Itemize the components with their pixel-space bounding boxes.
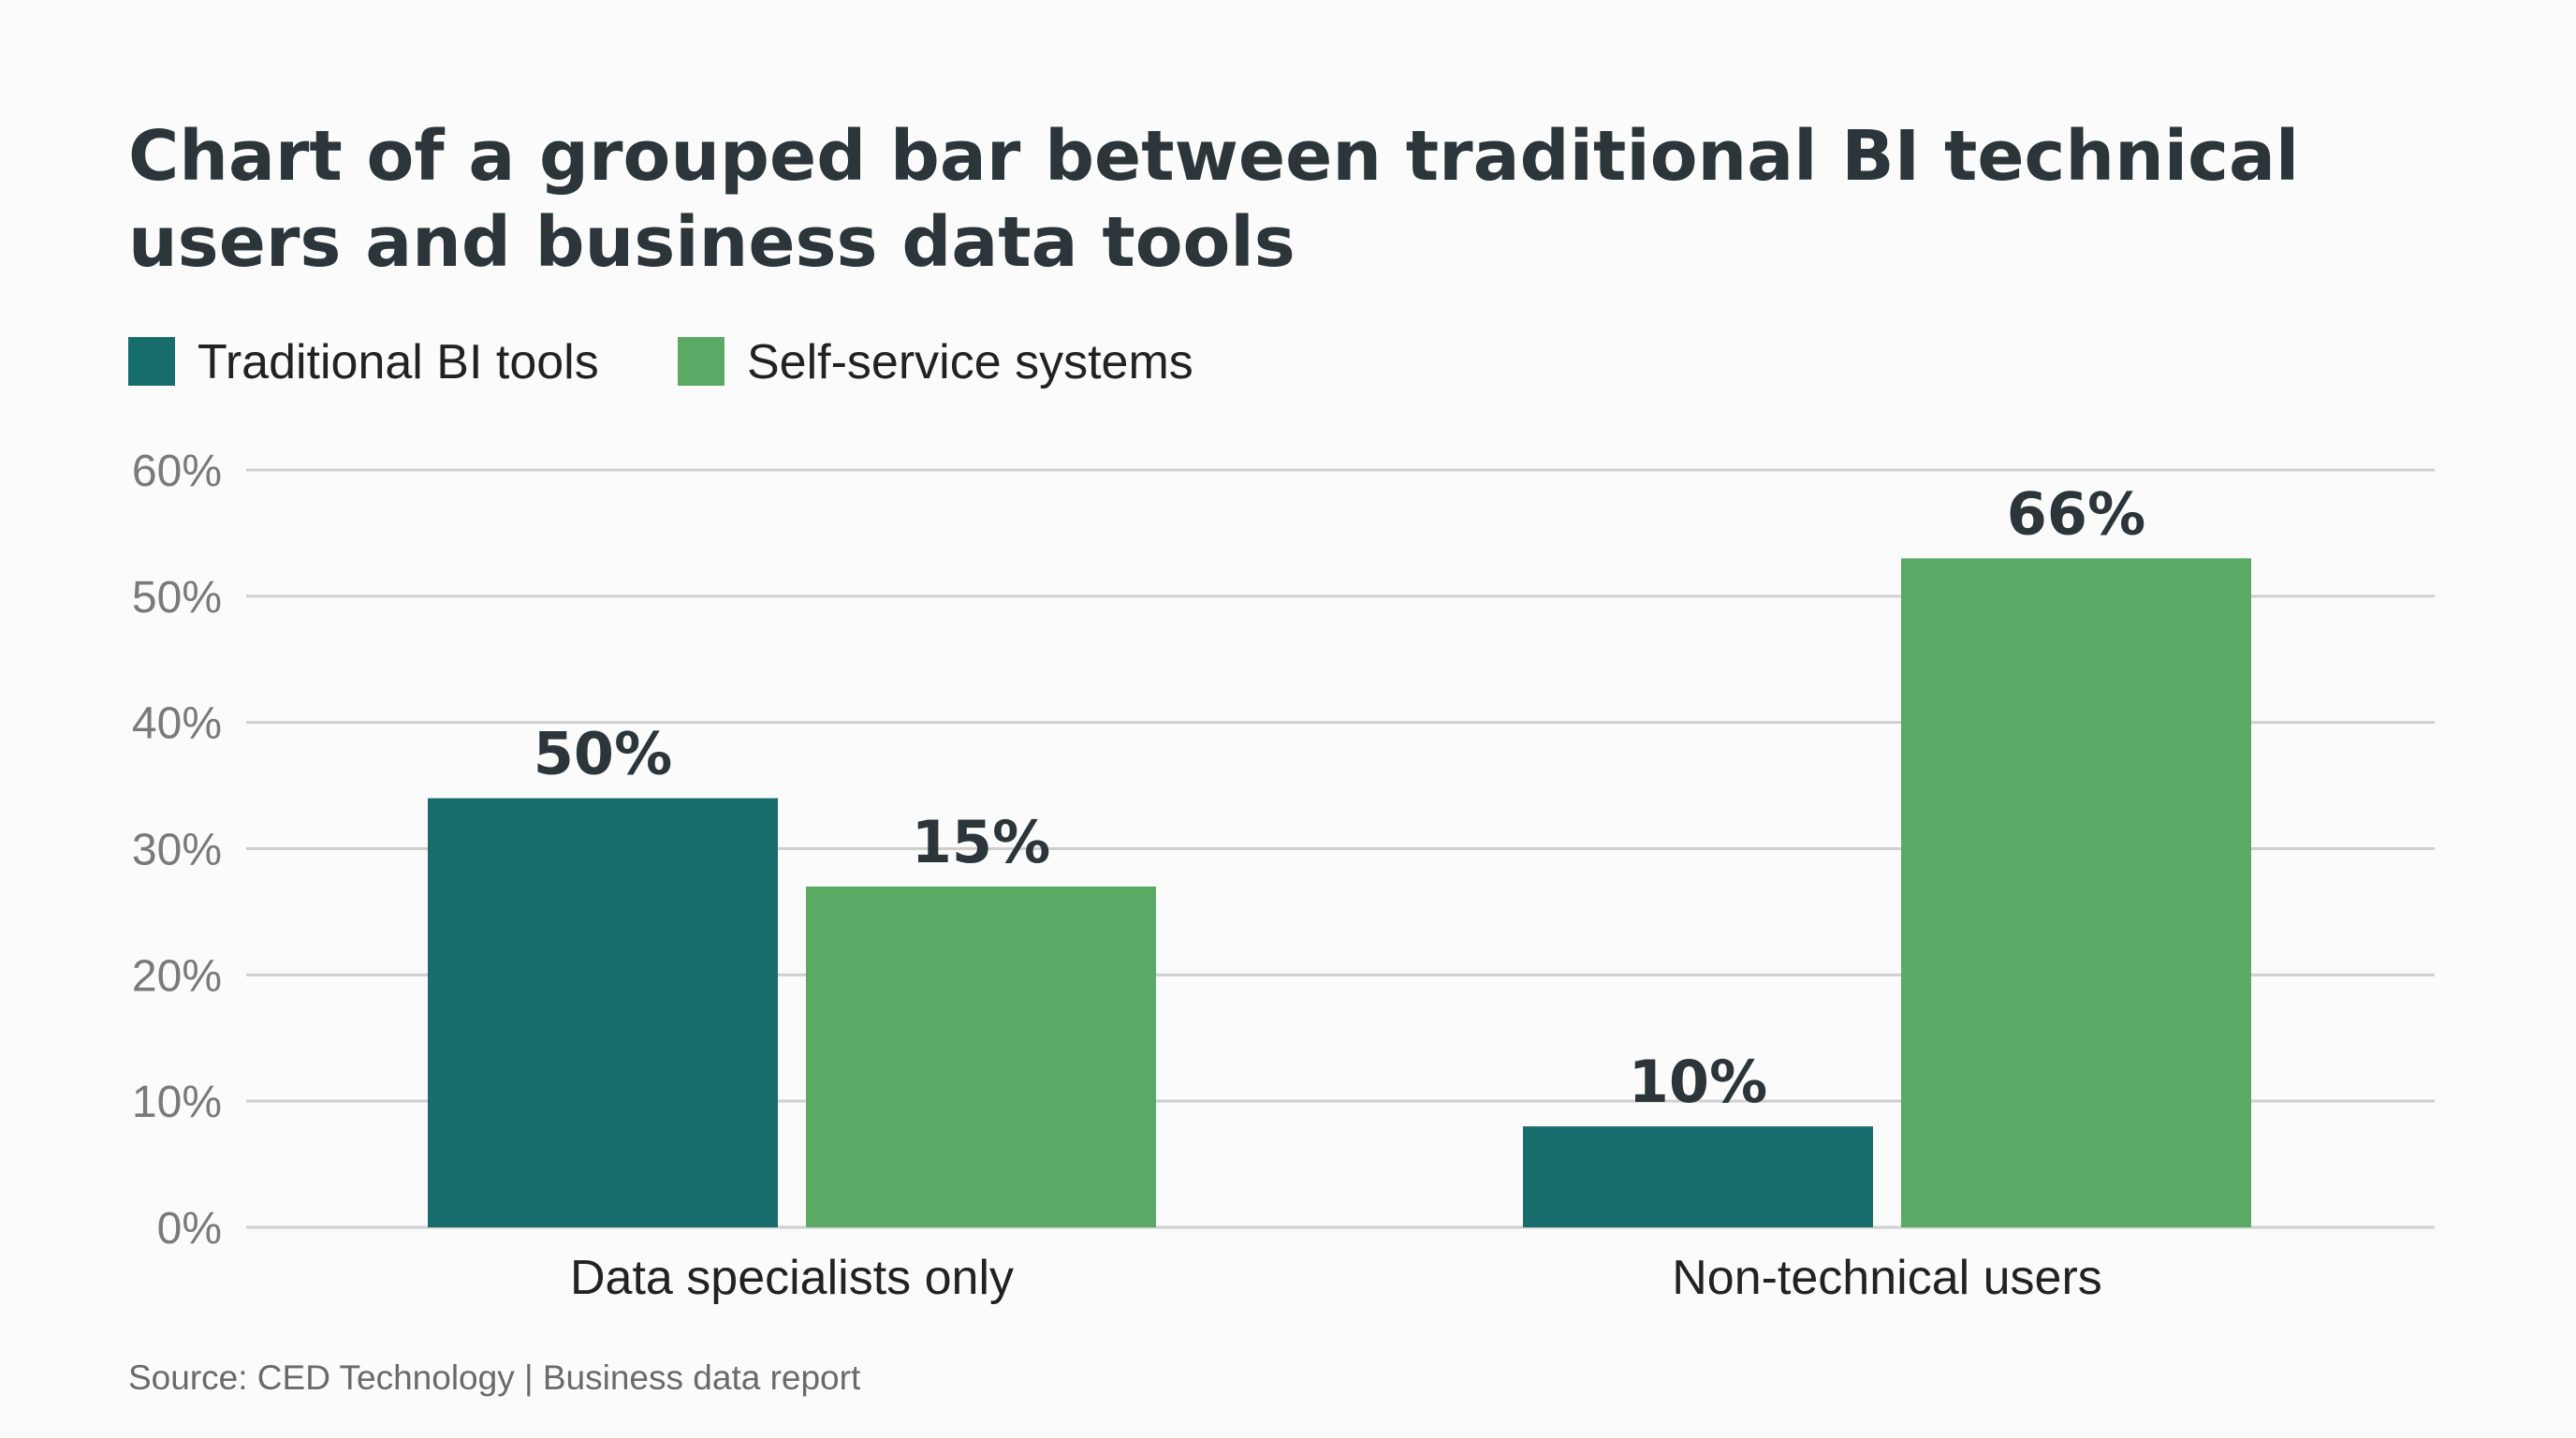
value-label: 50% [534, 720, 672, 788]
chart-title-line-2: users and business data tools [128, 202, 1295, 283]
y-tick-label: 0% [157, 1204, 222, 1254]
legend-swatch-traditional [128, 337, 175, 386]
bar-self-service-systems-1 [1901, 558, 2251, 1227]
y-tick-label: 30% [132, 826, 222, 875]
value-label: 10% [1629, 1048, 1767, 1116]
y-tick-label: 60% [132, 447, 222, 496]
y-tick-label: 50% [132, 573, 222, 623]
bar-traditional-bi-tools-1 [1523, 1126, 1873, 1227]
bar-traditional-bi-tools-0 [428, 798, 778, 1227]
category-labels: Data specialists only Non-technical users [570, 1251, 2102, 1305]
category-label: Data specialists only [570, 1251, 1014, 1305]
bars [428, 558, 2251, 1227]
legend-label-traditional: Traditional BI tools [198, 335, 599, 389]
y-tick-label: 20% [132, 951, 222, 1001]
source-note: Source: CED Technology | Business data r… [128, 1358, 861, 1397]
value-label: 66% [2007, 479, 2145, 548]
bar-self-service-systems-0 [806, 886, 1156, 1227]
y-tick-label: 10% [132, 1078, 222, 1127]
y-tick-label: 40% [132, 699, 222, 749]
value-labels: 50% 15% 10% 66% [534, 479, 2145, 1116]
category-label: Non-technical users [1672, 1251, 2102, 1305]
legend-swatch-self-service [678, 337, 724, 386]
value-label: 15% [912, 808, 1050, 876]
legend-label-self-service: Self-service systems [747, 335, 1193, 389]
chart-title-line-1: Chart of a grouped bar between tradition… [128, 116, 2299, 197]
